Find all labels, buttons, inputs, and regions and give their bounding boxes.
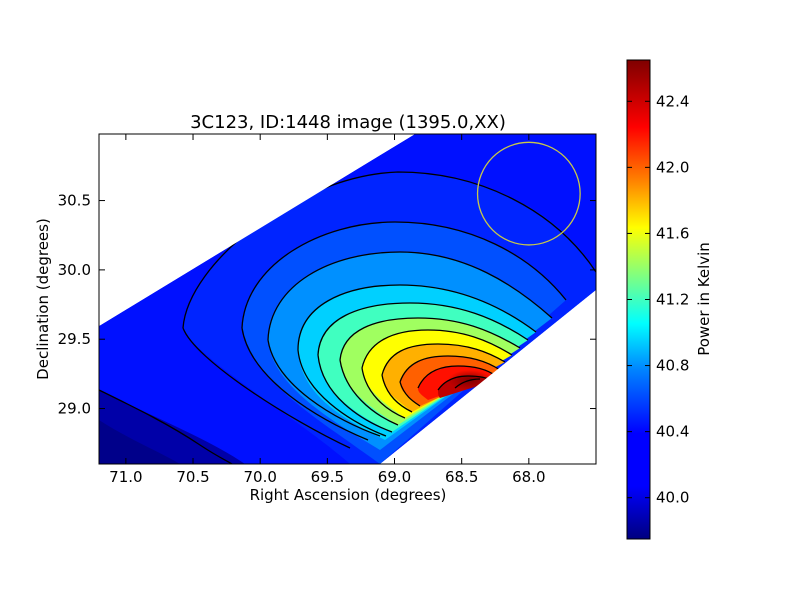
colorbar-tick-label: 41.2 [656, 291, 689, 309]
colorbar-tick-label: 42.4 [656, 92, 689, 110]
plot-area: 71.0 70.5 70.0 69.5 69.0 68.5 68.0 29.0 29.5 30.… [58, 133, 597, 486]
mask-upper-left [99, 134, 415, 326]
colorbar: 40.0 40.4 40.8 41.2 41.6 42.0 42.4 Power in Ke… [626, 59, 713, 540]
contour-line [317, 302, 529, 356]
y-axis-label: Declination (degrees) [34, 218, 52, 380]
contour-line [361, 367, 406, 419]
contour-line [182, 171, 596, 329]
plot-frame [98, 133, 597, 465]
x-axis-ticks: 71.0 70.5 70.0 69.5 69.0 68.5 68.0 [109, 134, 546, 486]
low-region-core [99, 420, 180, 464]
y-tick-label: 29.5 [58, 330, 91, 348]
y-tick-label: 29.0 [58, 400, 91, 418]
contour-line [99, 389, 233, 464]
chart-title: 3C123, ID:1448 image (1395.0,XX) [190, 112, 506, 133]
contour-line [417, 365, 497, 389]
beam-circle [476, 141, 581, 246]
contour-line [339, 359, 399, 426]
contour-line [317, 354, 393, 433]
x-axis-label: Right Ascension (degrees) [250, 486, 447, 504]
colorbar-tick-label: 40.4 [656, 423, 689, 441]
colorbar-tick-label: 40.0 [656, 489, 689, 507]
x-tick-label: 71.0 [109, 468, 142, 486]
contour-line [267, 251, 553, 341]
contour-line [182, 327, 351, 449]
x-tick-label: 68.0 [512, 468, 545, 486]
colorbar-tick-label: 40.8 [656, 357, 689, 375]
y-axis-ticks: 29.0 29.5 30.0 30.5 [58, 192, 596, 418]
colorbar-ticks: 40.0 40.4 40.8 41.2 41.6 42.0 42.4 [627, 92, 689, 507]
contour-line [454, 378, 481, 389]
contour-line [361, 329, 513, 369]
x-tick-label: 69.0 [378, 468, 411, 486]
colorbar-tick-label: 41.6 [656, 224, 689, 242]
contour-line [267, 339, 381, 437]
colorbar-tick-label: 42.0 [656, 158, 689, 176]
x-tick-label: 69.5 [311, 468, 344, 486]
mask-lower-right [380, 290, 596, 464]
y-tick-label: 30.0 [58, 261, 91, 279]
contour-line [381, 343, 506, 376]
contour-line [399, 381, 421, 407]
contour-line [297, 284, 537, 351]
x-tick-label: 68.5 [445, 468, 478, 486]
contour-line [297, 349, 387, 437]
contour-line [241, 327, 369, 441]
contour-lines [99, 171, 596, 464]
y-tick-label: 30.5 [58, 192, 91, 210]
colorbar-label: Power in Kelvin [695, 242, 713, 356]
contour-line [241, 221, 567, 329]
x-tick-label: 70.5 [176, 468, 209, 486]
contour-line [339, 317, 521, 361]
heatmap-image [99, 134, 596, 464]
contour-line [399, 355, 501, 383]
x-tick-label: 70.0 [243, 468, 276, 486]
contour-line [381, 374, 413, 413]
